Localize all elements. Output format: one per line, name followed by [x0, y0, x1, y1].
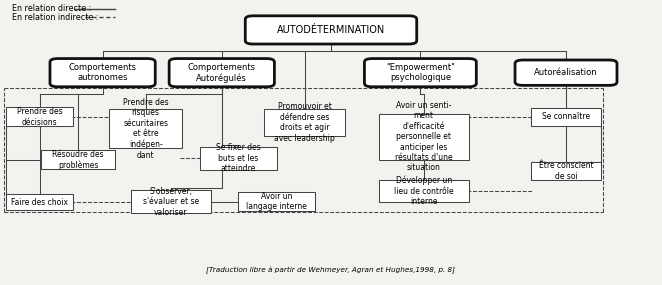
- Text: En relation indirecte :: En relation indirecte :: [12, 13, 101, 22]
- Text: Se connaître: Se connaître: [542, 112, 590, 121]
- Text: Faire des choix: Faire des choix: [11, 198, 68, 207]
- Text: Avoir un senti-
ment
d'efficacité
personnelle et
anticiper les
résultats d'une
s: Avoir un senti- ment d'efficacité person…: [395, 101, 453, 172]
- Text: [Traduction libre à partir de Wehmeyer, Agran et Hughes,1998, p. 8]: [Traduction libre à partir de Wehmeyer, …: [207, 267, 455, 274]
- FancyBboxPatch shape: [41, 150, 115, 169]
- Text: Prendre des
décisions: Prendre des décisions: [17, 107, 62, 127]
- FancyBboxPatch shape: [200, 146, 277, 170]
- Text: Autoréalisation: Autoréalisation: [534, 68, 598, 77]
- Text: Se fixer des
buts et les
atteindre: Se fixer des buts et les atteindre: [216, 143, 261, 173]
- FancyBboxPatch shape: [131, 190, 211, 213]
- FancyBboxPatch shape: [364, 59, 477, 87]
- FancyBboxPatch shape: [379, 180, 469, 202]
- Text: Comportements
autronomes: Comportements autronomes: [69, 63, 136, 82]
- FancyBboxPatch shape: [379, 114, 469, 160]
- FancyBboxPatch shape: [6, 194, 73, 210]
- Text: Promouvoir et
défendre ses
droits et agir
avec leadership: Promouvoir et défendre ses droits et agi…: [274, 102, 335, 143]
- FancyBboxPatch shape: [531, 162, 601, 180]
- Text: Résoudre des
problèmes: Résoudre des problèmes: [52, 150, 104, 170]
- Text: Prendre des
risques
sécuritaires
et être
indépen-
dant: Prendre des risques sécuritaires et être…: [123, 98, 168, 160]
- FancyBboxPatch shape: [238, 192, 315, 211]
- FancyBboxPatch shape: [264, 109, 345, 136]
- Text: Comportements
Autorégulés: Comportements Autorégulés: [188, 63, 256, 83]
- Text: S'observer,
s'évaluer et se
valoriser: S'observer, s'évaluer et se valoriser: [143, 187, 199, 217]
- Text: Avoir un
langage interne: Avoir un langage interne: [246, 192, 307, 211]
- FancyBboxPatch shape: [531, 108, 601, 125]
- FancyBboxPatch shape: [169, 59, 274, 87]
- FancyBboxPatch shape: [50, 59, 155, 87]
- FancyBboxPatch shape: [515, 60, 617, 86]
- FancyBboxPatch shape: [6, 107, 73, 126]
- FancyBboxPatch shape: [245, 16, 417, 44]
- Text: En relation directe :: En relation directe :: [12, 4, 93, 13]
- Text: AUTODÉTERMINATION: AUTODÉTERMINATION: [277, 25, 385, 35]
- Text: Être conscient
de soi: Être conscient de soi: [539, 161, 593, 181]
- FancyBboxPatch shape: [109, 109, 183, 148]
- Text: "Empowerment"
psychologique: "Empowerment" psychologique: [386, 63, 455, 82]
- Text: Développer un
lieu de contrôle
interne: Développer un lieu de contrôle interne: [394, 176, 453, 206]
